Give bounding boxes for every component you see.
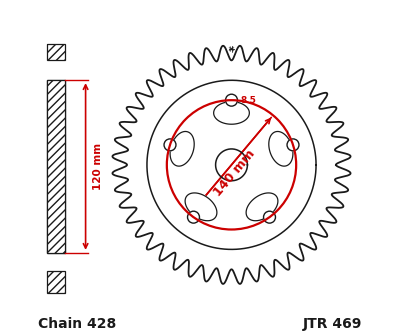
Text: 8.5: 8.5: [240, 96, 256, 105]
Polygon shape: [185, 193, 217, 221]
Polygon shape: [214, 102, 249, 124]
Text: JTR 469: JTR 469: [303, 317, 362, 331]
Circle shape: [264, 211, 276, 223]
Circle shape: [287, 139, 299, 151]
Bar: [47, 271, 65, 292]
Bar: [47, 80, 65, 253]
Circle shape: [188, 211, 200, 223]
Text: 120 mm: 120 mm: [93, 143, 103, 190]
Bar: [47, 80, 65, 253]
Bar: [47, 271, 65, 292]
Polygon shape: [246, 193, 278, 221]
Bar: [47, 44, 65, 60]
Polygon shape: [170, 132, 194, 166]
Bar: [47, 80, 65, 253]
Bar: [47, 44, 65, 60]
Text: Chain 428: Chain 428: [38, 317, 116, 331]
Polygon shape: [269, 132, 293, 166]
Circle shape: [226, 94, 238, 106]
Circle shape: [164, 139, 176, 151]
Text: 140 mm: 140 mm: [212, 147, 258, 199]
